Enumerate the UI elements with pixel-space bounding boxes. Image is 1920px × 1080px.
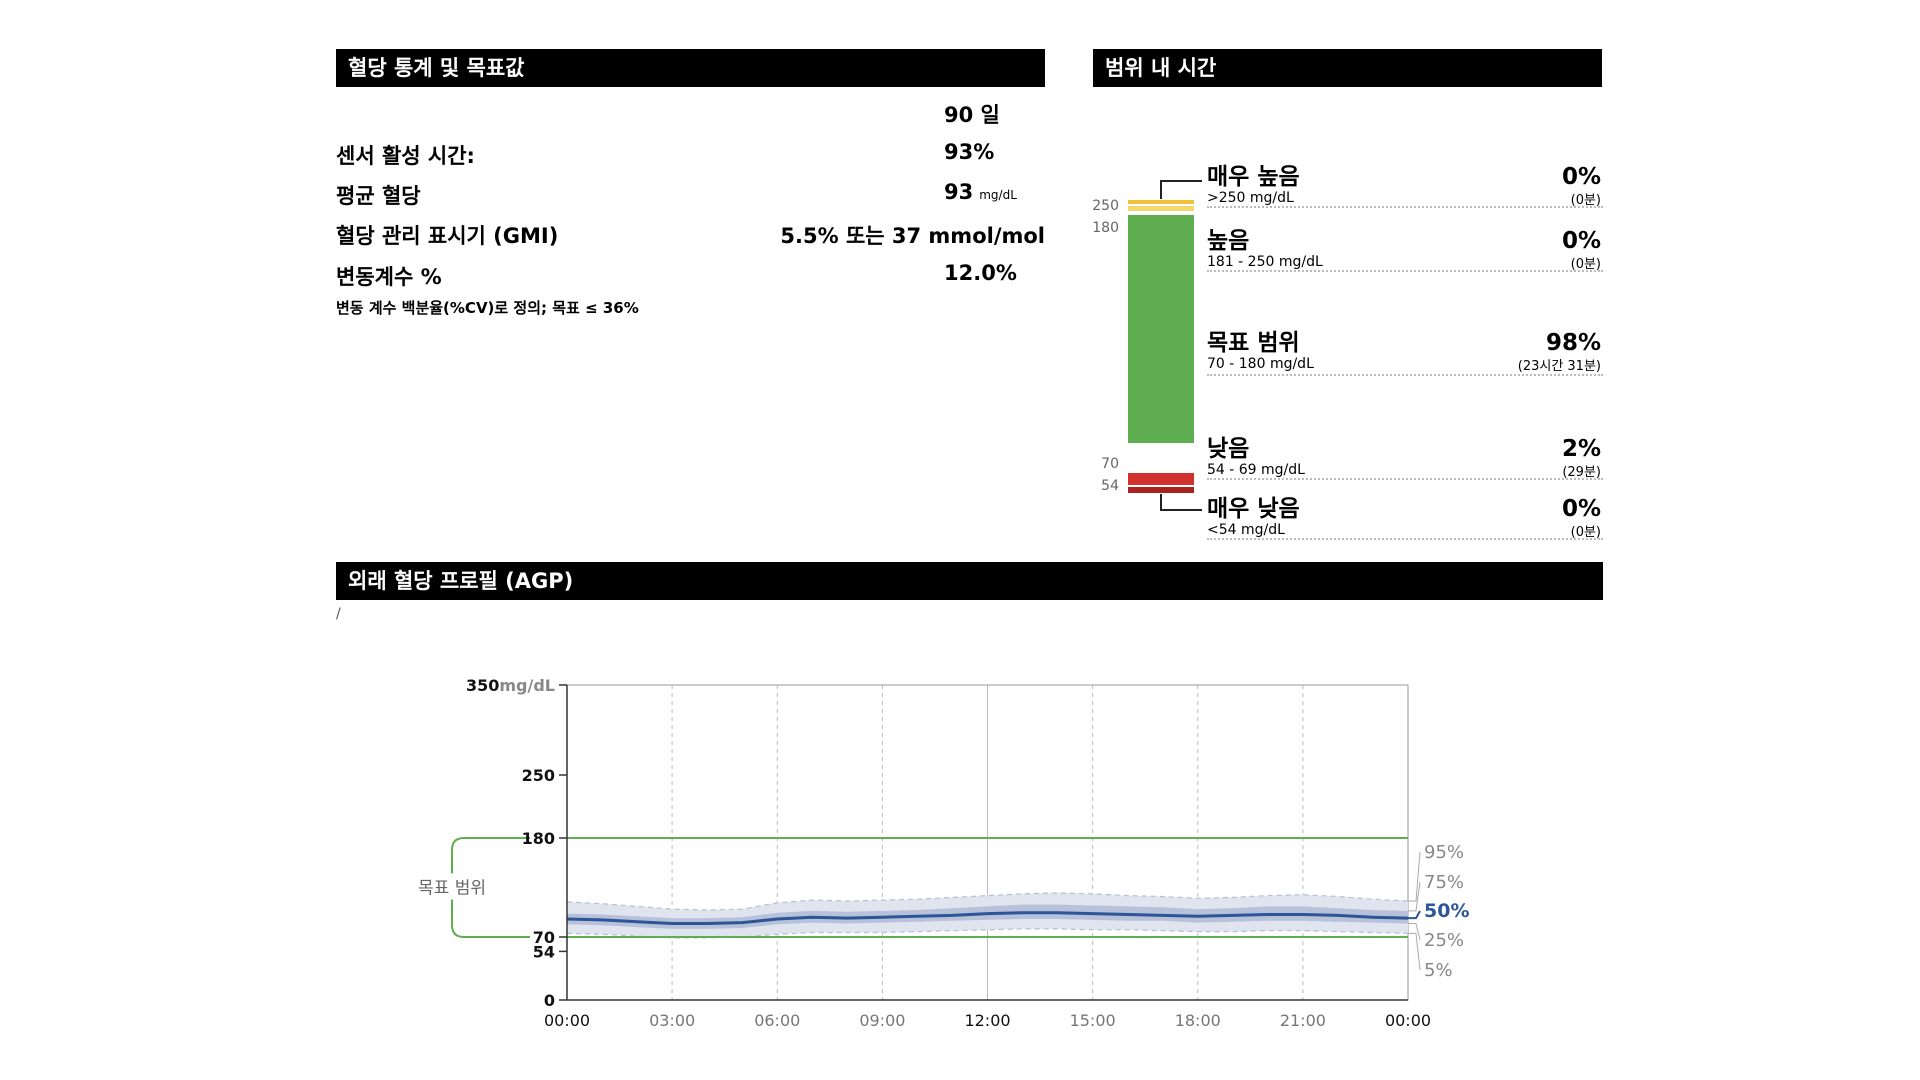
agp-percentile-leader — [1408, 923, 1421, 941]
tir-very-low-segment — [1128, 487, 1194, 493]
tir-target-pct: 98% — [1545, 330, 1601, 356]
tir-high-time: (0분) — [1570, 257, 1601, 272]
tir-very-low-range: <54 mg/dL — [1207, 522, 1285, 538]
agp-x-tick-label: 21:00 — [1280, 1011, 1326, 1030]
agp-y-max-value: 350 — [466, 676, 499, 695]
tir-scale-54: 54 — [1101, 478, 1119, 494]
tir-very-high-range: >250 mg/dL — [1207, 190, 1294, 206]
agp-labels: 00:00 03:00 06:00 09:00 12:00 15:00 18:00 21:00… — [418, 676, 1469, 1030]
gmi-value: 5.5% 또는 37 mmol/mol — [780, 224, 1045, 248]
tir-very-low-pct: 0% — [1561, 496, 1601, 522]
agp-y-tick-label: 350mg/dL — [466, 676, 555, 695]
tir-low-range: 54 - 69 mg/dL — [1207, 462, 1305, 478]
tir-scale-70: 70 — [1101, 456, 1119, 472]
agp-band-25-75 — [567, 904, 1408, 929]
agp-x-tick-label: 00:00 — [1385, 1011, 1431, 1030]
agp-percentile-label: 50% — [1424, 900, 1469, 922]
agp-median-line — [566, 911, 1409, 925]
agp-grid — [566, 684, 1409, 1001]
tir-very-low-time: (0분) — [1570, 525, 1601, 540]
mean-glucose-value: 93 — [944, 180, 974, 204]
tir-scale-250: 250 — [1092, 198, 1119, 214]
agp-percentile-leader — [1408, 851, 1421, 902]
agp-bands — [566, 892, 1409, 939]
agp-target-range-label: 목표 범위 — [418, 879, 486, 899]
agp-header: 외래 혈당 프로필 (AGP) — [336, 562, 1603, 600]
agp-x-tick-label: 15:00 — [1070, 1011, 1116, 1030]
tir-row-very-high: 매우 높음 >250 mg/dL 0% (0분) — [1207, 164, 1603, 208]
agp-x-tick-label: 00:00 — [544, 1011, 590, 1030]
agp-stub-text: / — [336, 606, 341, 622]
agp-y-tick-label: 180 — [522, 829, 555, 848]
mean-glucose-label: 평균 혈당 — [336, 184, 421, 208]
tir-row-target: 목표 범위 70 - 180 mg/dL 98% (23시간 31분) — [1207, 330, 1603, 376]
agp-x-tick-label: 18:00 — [1175, 1011, 1221, 1030]
gmi-label: 혈당 관리 표시기 (GMI) — [336, 224, 559, 248]
stats-header: 혈당 통계 및 목표값 — [336, 49, 1045, 87]
agp-y-tick-label: 250 — [522, 766, 555, 785]
tir-low-segment — [1128, 473, 1194, 485]
tir-high-pct: 0% — [1561, 228, 1601, 254]
tir-very-high-connector — [1160, 180, 1202, 199]
tir-target-label: 목표 범위 — [1207, 330, 1300, 356]
tir-scale-180: 180 — [1092, 220, 1119, 236]
agp-axes — [410, 684, 1421, 1001]
agp-x-tick-label: 09:00 — [859, 1011, 905, 1030]
agp-line-95 — [566, 892, 1409, 911]
sensor-active-label: 센서 활성 시간: — [336, 144, 475, 168]
mean-glucose-unit: mg/dL — [979, 188, 1017, 202]
tir-target-time: (23시간 31분) — [1517, 359, 1601, 374]
cv-label: 변동계수 % — [336, 265, 442, 289]
agp-y-unit: mg/dL — [499, 676, 555, 695]
cv-value: 12.0% — [944, 261, 1017, 285]
agp-percentile-label: 25% — [1424, 930, 1464, 951]
agp-target-label-bg — [410, 873, 494, 900]
agp-percentile-label: 75% — [1424, 872, 1464, 893]
cv-note: 변동 계수 백분율(%CV)로 정의; 목표 ≤ 36% — [336, 299, 639, 317]
agp-y-tick-label: 70 — [533, 928, 555, 947]
period-value: 90 일 — [944, 103, 1000, 127]
tir-very-high-time: (0분) — [1570, 193, 1601, 208]
agp-x-tick-label: 03:00 — [649, 1011, 695, 1030]
agp-percentile-label: 5% — [1424, 960, 1453, 981]
agp-y-tick-label: 54 — [533, 942, 555, 961]
tir-very-high-segment — [1128, 200, 1194, 204]
tir-very-high-label: 매우 높음 — [1207, 164, 1300, 190]
tir-target-segment — [1128, 215, 1194, 443]
tir-high-range: 181 - 250 mg/dL — [1207, 254, 1323, 270]
tir-very-low-connector — [1160, 494, 1202, 511]
tir-row-low: 낮음 54 - 69 mg/dL 2% (29분) — [1207, 436, 1603, 480]
mean-glucose: 93 mg/dL — [944, 180, 1017, 204]
tir-header: 범위 내 시간 — [1093, 49, 1602, 87]
tir-high-label: 높음 — [1207, 228, 1250, 254]
tir-high-segment — [1128, 206, 1194, 211]
tir-low-time: (29분) — [1562, 465, 1601, 480]
sensor-active-value: 93% — [944, 140, 995, 164]
tir-very-low-label: 매우 낮음 — [1207, 496, 1300, 522]
tir-target-range: 70 - 180 mg/dL — [1207, 356, 1314, 372]
agp-percentile-leader — [1408, 910, 1421, 920]
tir-low-pct: 2% — [1561, 436, 1601, 462]
agp-percentile-leader — [1408, 881, 1421, 912]
tir-row-high: 높음 181 - 250 mg/dL 0% (0분) — [1207, 228, 1603, 272]
agp-percentile-leader — [1408, 932, 1421, 971]
tir-row-very-low: 매우 낮음 <54 mg/dL 0% (0분) — [1207, 496, 1603, 540]
agp-x-tick-label: 12:00 — [964, 1011, 1010, 1030]
tir-low-label: 낮음 — [1207, 436, 1250, 462]
tir-stacked-bar — [1128, 180, 1202, 511]
tir-very-high-pct: 0% — [1561, 164, 1601, 190]
agp-percentile-label: 95% — [1424, 842, 1464, 863]
agp-y-tick-label: 0 — [544, 991, 555, 1010]
agp-x-tick-label: 06:00 — [754, 1011, 800, 1030]
